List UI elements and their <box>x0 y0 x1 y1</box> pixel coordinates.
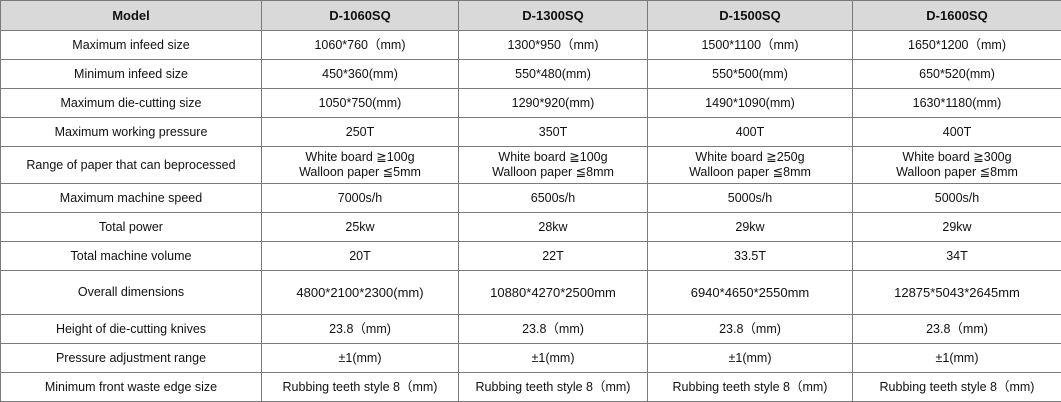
row-label: Maximum infeed size <box>0 30 262 60</box>
table-cell: 34T <box>852 241 1061 271</box>
row-label: Total power <box>0 212 262 242</box>
table-cell: 1300*950（mm) <box>458 30 648 60</box>
table-cell: 1050*750(mm) <box>261 88 459 118</box>
row-label: Minimum infeed size <box>0 59 262 89</box>
table-cell: 450*360(mm) <box>261 59 459 89</box>
cell-line: Walloon paper ≦8mm <box>492 165 614 179</box>
table-cell: 29kw <box>647 212 853 242</box>
table-row: Maximum machine speed 7000s/h 6500s/h 5000s… <box>0 183 1061 213</box>
table-cell: 23.8（mm) <box>261 314 459 344</box>
table-cell: Rubbing teeth style 8（mm) <box>261 372 459 402</box>
header-cell: D-1600SQ <box>852 0 1061 31</box>
table-row: Maximum die-cutting size 1050*750(mm) 1290… <box>0 88 1061 118</box>
table-row: Total power 25kw 28kw 29kw 29kw <box>0 212 1061 242</box>
cell-line: White board ≧250g <box>695 150 805 164</box>
table-cell: ±1(mm) <box>261 343 459 373</box>
table-cell: ±1(mm) <box>647 343 853 373</box>
table-row: Range of paper that can beprocessed White… <box>0 146 1061 184</box>
table-cell: 20T <box>261 241 459 271</box>
cell-line: Walloon paper ≦8mm <box>896 165 1018 179</box>
table-cell: 4800*2100*2300(mm) <box>261 270 459 315</box>
table-cell: 250T <box>261 117 459 147</box>
table-row: Maximum infeed size 1060*760（mm) 1300*950（… <box>0 30 1061 60</box>
table-cell: 5000s/h <box>647 183 853 213</box>
table-cell: White board ≧100g Walloon paper ≦8mm <box>458 146 648 184</box>
table-cell: 25kw <box>261 212 459 242</box>
table-cell: 1290*920(mm) <box>458 88 648 118</box>
table-cell: Rubbing teeth style 8（mm) <box>852 372 1061 402</box>
header-cell: D-1060SQ <box>261 0 459 31</box>
header-cell: D-1500SQ <box>647 0 853 31</box>
table-cell: 12875*5043*2645mm <box>852 270 1061 315</box>
row-label: Maximum die-cutting size <box>0 88 262 118</box>
table-cell: 5000s/h <box>852 183 1061 213</box>
table-row: Overall dimensions 4800*2100*2300(mm) 1088… <box>0 270 1061 315</box>
table-cell: 550*480(mm) <box>458 59 648 89</box>
table-cell: 10880*4270*2500mm <box>458 270 648 315</box>
table-cell: 1500*1100（mm) <box>647 30 853 60</box>
row-label: Height of die-cutting knives <box>0 314 262 344</box>
row-label: Pressure adjustment range <box>0 343 262 373</box>
table-cell: White board ≧100g Walloon paper ≦5mm <box>261 146 459 184</box>
table-cell: 29kw <box>852 212 1061 242</box>
table-cell: 400T <box>852 117 1061 147</box>
table-cell: 7000s/h <box>261 183 459 213</box>
table-cell: Rubbing teeth style 8（mm) <box>458 372 648 402</box>
cell-line: Walloon paper ≦5mm <box>299 165 421 179</box>
table-cell: White board ≧300g Walloon paper ≦8mm <box>852 146 1061 184</box>
table-cell: 6500s/h <box>458 183 648 213</box>
row-label: Maximum machine speed <box>0 183 262 213</box>
table-cell: 1650*1200（mm) <box>852 30 1061 60</box>
table-row: Minimum infeed size 450*360(mm) 550*480(mm… <box>0 59 1061 89</box>
table-cell: 550*500(mm) <box>647 59 853 89</box>
table-cell: Rubbing teeth style 8（mm) <box>647 372 853 402</box>
header-cell: Model <box>0 0 262 31</box>
table-row: Minimum front waste edge size Rubbing tee… <box>0 372 1061 402</box>
table-row: Total machine volume 20T 22T 33.5T 34T <box>0 241 1061 271</box>
table-cell: 400T <box>647 117 853 147</box>
table-cell: 23.8（mm) <box>647 314 853 344</box>
cell-line: White board ≧100g <box>305 150 415 164</box>
row-label: Total machine volume <box>0 241 262 271</box>
table-cell: 23.8（mm) <box>852 314 1061 344</box>
table-cell: 28kw <box>458 212 648 242</box>
table-cell: 23.8（mm) <box>458 314 648 344</box>
table-row: Height of die-cutting knives 23.8（mm) 23.8… <box>0 314 1061 344</box>
header-cell: D-1300SQ <box>458 0 648 31</box>
row-label: Minimum front waste edge size <box>0 372 262 402</box>
cell-line: Walloon paper ≦8mm <box>689 165 811 179</box>
header-row: Model D-1060SQ D-1300SQ D-1500SQ D-1600SQ <box>0 0 1061 31</box>
table-cell: 33.5T <box>647 241 853 271</box>
table-cell: 1630*1180(mm) <box>852 88 1061 118</box>
table-cell: 22T <box>458 241 648 271</box>
row-label: Maximum working pressure <box>0 117 262 147</box>
table-cell: 350T <box>458 117 648 147</box>
table-cell: White board ≧250g Walloon paper ≦8mm <box>647 146 853 184</box>
table-cell: 1490*1090(mm) <box>647 88 853 118</box>
cell-line: White board ≧300g <box>902 150 1012 164</box>
table-cell: ±1(mm) <box>852 343 1061 373</box>
row-label: Overall dimensions <box>0 270 262 315</box>
table-cell: ±1(mm) <box>458 343 648 373</box>
table-row: Pressure adjustment range ±1(mm) ±1(mm) ±1(… <box>0 343 1061 373</box>
table-cell: 650*520(mm) <box>852 59 1061 89</box>
row-label: Range of paper that can beprocessed <box>0 146 262 184</box>
table-row: Maximum working pressure 250T 350T 400T 400T <box>0 117 1061 147</box>
table-cell: 6940*4650*2550mm <box>647 270 853 315</box>
cell-line: White board ≧100g <box>498 150 608 164</box>
table-cell: 1060*760（mm) <box>261 30 459 60</box>
